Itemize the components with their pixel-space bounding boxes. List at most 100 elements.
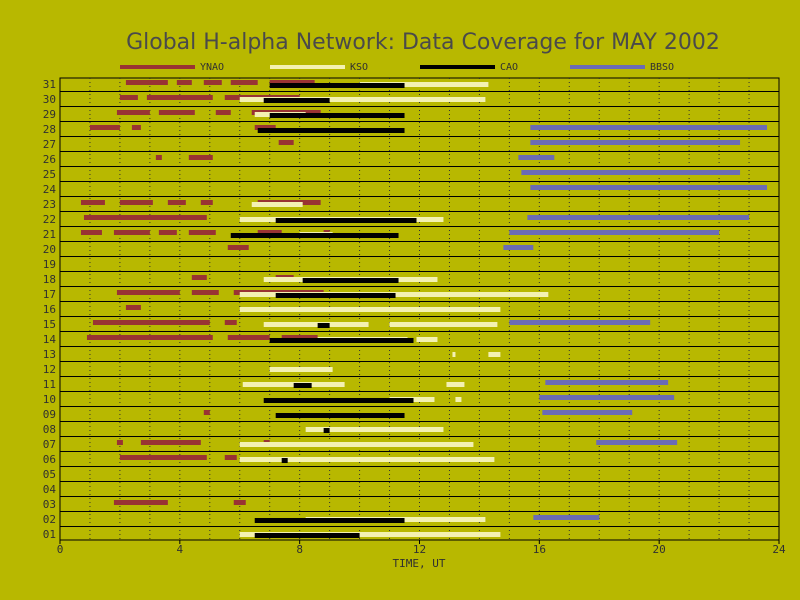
bbso-segment-day11-4	[545, 380, 669, 385]
ynao-segment-day7-5	[140, 440, 201, 445]
ynao-segment-day31-47	[203, 80, 222, 85]
ynao-segment-day29-40	[215, 110, 231, 115]
kso-segment-day15-14	[263, 322, 369, 327]
ynao-segment-day31-45	[125, 80, 168, 85]
ynao-segment-day26-33	[188, 155, 213, 160]
y-tick-label-04: 04	[43, 483, 57, 496]
kso-segment-day12-9	[269, 367, 333, 372]
cao-segment-day14-7	[269, 338, 414, 343]
ynao-segment-day16-13	[125, 305, 141, 310]
cao-segment-day8-3	[323, 428, 330, 433]
y-tick-labels: 01 02 03 04 05 06 07 08 09 10 11 12 13 14 15 16 17 18 19 20…	[43, 78, 57, 541]
bbso-segment-day10-3	[539, 395, 675, 400]
y-tick-label-07: 07	[43, 438, 56, 451]
ynao-segment-day23-29	[167, 200, 186, 205]
ynao-segment-day27-34	[278, 140, 294, 145]
kso-segment-day11-8	[446, 382, 465, 387]
y-tick-label-17: 17	[43, 288, 56, 301]
legend-swatch-cao	[420, 65, 495, 69]
x-tick-label-12: 12	[413, 543, 426, 556]
y-tick-label-09: 09	[43, 408, 56, 421]
kso-segment-day14-13	[416, 337, 438, 342]
x-axis-label: TIME, UT	[393, 557, 446, 570]
kso-segment-day31-24	[359, 82, 489, 87]
x-tick-label-20: 20	[653, 543, 666, 556]
bbso-segment-day20-6	[503, 245, 534, 250]
y-tick-label-28: 28	[43, 123, 56, 136]
ynao-segment-day29-38	[116, 110, 150, 115]
y-tick-label-08: 08	[43, 423, 56, 436]
y-tick-label-20: 20	[43, 243, 56, 256]
y-tick-label-31: 31	[43, 78, 56, 91]
cao-segment-day15-8	[317, 323, 330, 328]
ynao-segment-day6-2	[119, 455, 207, 460]
y-tick-label-24: 24	[43, 183, 57, 196]
cao-segment-day11-6	[293, 383, 312, 388]
y-tick-label-06: 06	[43, 453, 56, 466]
y-tick-label-11: 11	[43, 378, 56, 391]
ynao-segment-day15-12	[224, 320, 237, 325]
ynao-segment-day7-4	[116, 440, 123, 445]
kso-segment-day13-10	[452, 352, 456, 357]
x-tick-label-24: 24	[772, 543, 786, 556]
ynao-segment-day17-15	[191, 290, 219, 295]
ynao-segment-day20-19	[227, 245, 249, 250]
cao-segment-day22-12	[275, 218, 417, 223]
cao-segment-day18-10	[302, 278, 399, 283]
y-tick-label-01: 01	[43, 528, 56, 541]
kso-segment-day16-16	[239, 307, 501, 312]
ynao-segment-day15-11	[92, 320, 210, 325]
y-tick-label-13: 13	[43, 348, 56, 361]
y-tick-label-19: 19	[43, 258, 56, 271]
bbso-segment-day9-2	[542, 410, 633, 415]
y-tick-label-29: 29	[43, 108, 56, 121]
cao-segment-day31-16	[269, 83, 405, 88]
cao-segment-day1-0	[254, 533, 360, 538]
ynao-segment-day31-46	[176, 80, 192, 85]
ynao-segment-day14-9	[227, 335, 270, 340]
bbso-segment-day21-7	[509, 230, 720, 235]
y-tick-label-25: 25	[43, 168, 56, 181]
ynao-segment-day28-36	[131, 125, 141, 130]
cao-segment-day10-5	[263, 398, 414, 403]
ynao-segment-day28-35	[89, 125, 120, 130]
y-tick-label-23: 23	[43, 198, 56, 211]
legend-label-cao: CAO	[500, 62, 518, 73]
cao-segment-day17-9	[275, 293, 396, 298]
cao-segment-day29-14	[269, 113, 405, 118]
cao-segment-day2-1	[254, 518, 405, 523]
x-tick-label-8: 8	[296, 543, 303, 556]
ynao-segment-day22-26	[83, 215, 207, 220]
y-tick-label-26: 26	[43, 153, 56, 166]
legend-label-ynao: YNAO	[200, 62, 224, 73]
bbso-segment-day15-5	[509, 320, 651, 325]
bbso-segment-day24-9	[530, 185, 768, 190]
series-cao	[230, 83, 417, 538]
y-tick-label-03: 03	[43, 498, 56, 511]
legend-label-kso: KSO	[350, 62, 368, 73]
ynao-segment-day23-28	[119, 200, 153, 205]
ynao-segment-day14-8	[86, 335, 213, 340]
y-tick-label-10: 10	[43, 393, 56, 406]
cao-segment-day28-13	[257, 128, 405, 133]
ynao-segment-day9-7	[203, 410, 210, 415]
ynao-segment-day3-0	[113, 500, 168, 505]
kso-segment-day1-0	[239, 532, 501, 537]
bbso-segment-day7-1	[596, 440, 678, 445]
ynao-segment-day31-48	[230, 80, 258, 85]
ynao-segment-day21-23	[188, 230, 216, 235]
x-tick-labels: 0 4 8 12 16 20 24	[57, 540, 786, 556]
ynao-segment-day14-10	[281, 335, 318, 340]
vertical-gridlines	[89, 78, 750, 540]
legend-swatch-kso	[270, 65, 345, 69]
ynao-segment-day18-17	[191, 275, 207, 280]
chart-title: Global H-alpha Network: Data Coverage fo…	[126, 30, 720, 55]
y-tick-label-15: 15	[43, 318, 56, 331]
kso-segment-day13-11	[488, 352, 501, 357]
y-tick-label-27: 27	[43, 138, 56, 151]
ynao-segment-day30-43	[146, 95, 213, 100]
ynao-segment-day21-24	[257, 230, 282, 235]
y-tick-label-18: 18	[43, 273, 56, 286]
series-kso	[239, 82, 549, 537]
